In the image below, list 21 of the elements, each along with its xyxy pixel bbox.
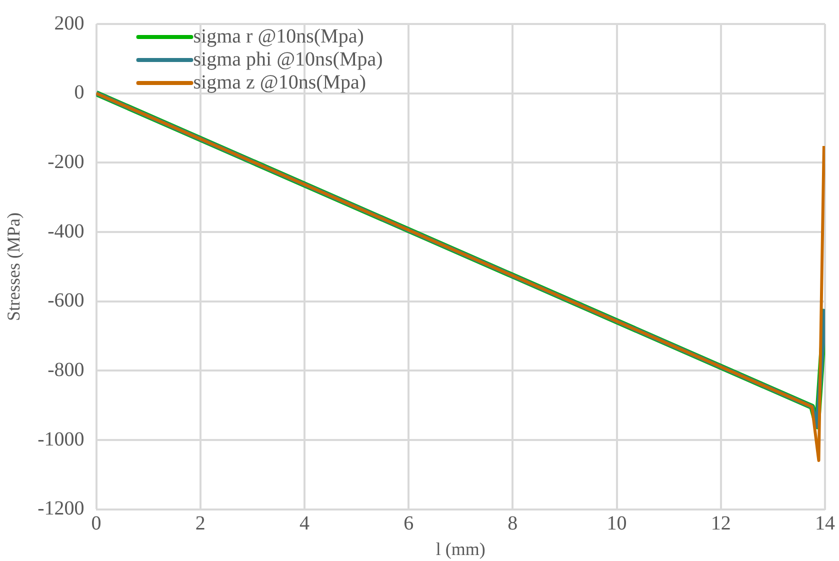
x-tick-label: 4: [299, 512, 310, 535]
y-axis-title: Stresses (MPa): [4, 212, 24, 321]
y-tick-label: -800: [48, 358, 84, 381]
x-tick-label: 0: [91, 512, 102, 535]
y-tick-label: -600: [48, 290, 84, 312]
y-tick-label: -1200: [38, 498, 84, 520]
x-tick-label: 10: [606, 512, 627, 535]
legend-label: sigma phi @10ns(Mpa): [193, 48, 383, 70]
legend-label: sigma r @10ns(Mpa): [193, 25, 364, 48]
y-tick-label: -200: [48, 150, 84, 173]
x-tick-label: 8: [508, 512, 518, 535]
x-tick-label: 6: [404, 512, 414, 535]
legend-label: sigma z @10ns(Mpa): [193, 71, 366, 94]
x-tick-label: 12: [710, 512, 731, 535]
y-tick-label: 200: [54, 12, 84, 34]
x-tick-label: 2: [195, 512, 206, 535]
y-tick-label: -400: [48, 220, 84, 242]
y-tick-label: 0: [74, 82, 84, 104]
x-tick-label: 14: [815, 512, 835, 535]
y-tick-label: -1000: [38, 428, 84, 450]
x-axis-title: l (mm): [436, 538, 486, 559]
